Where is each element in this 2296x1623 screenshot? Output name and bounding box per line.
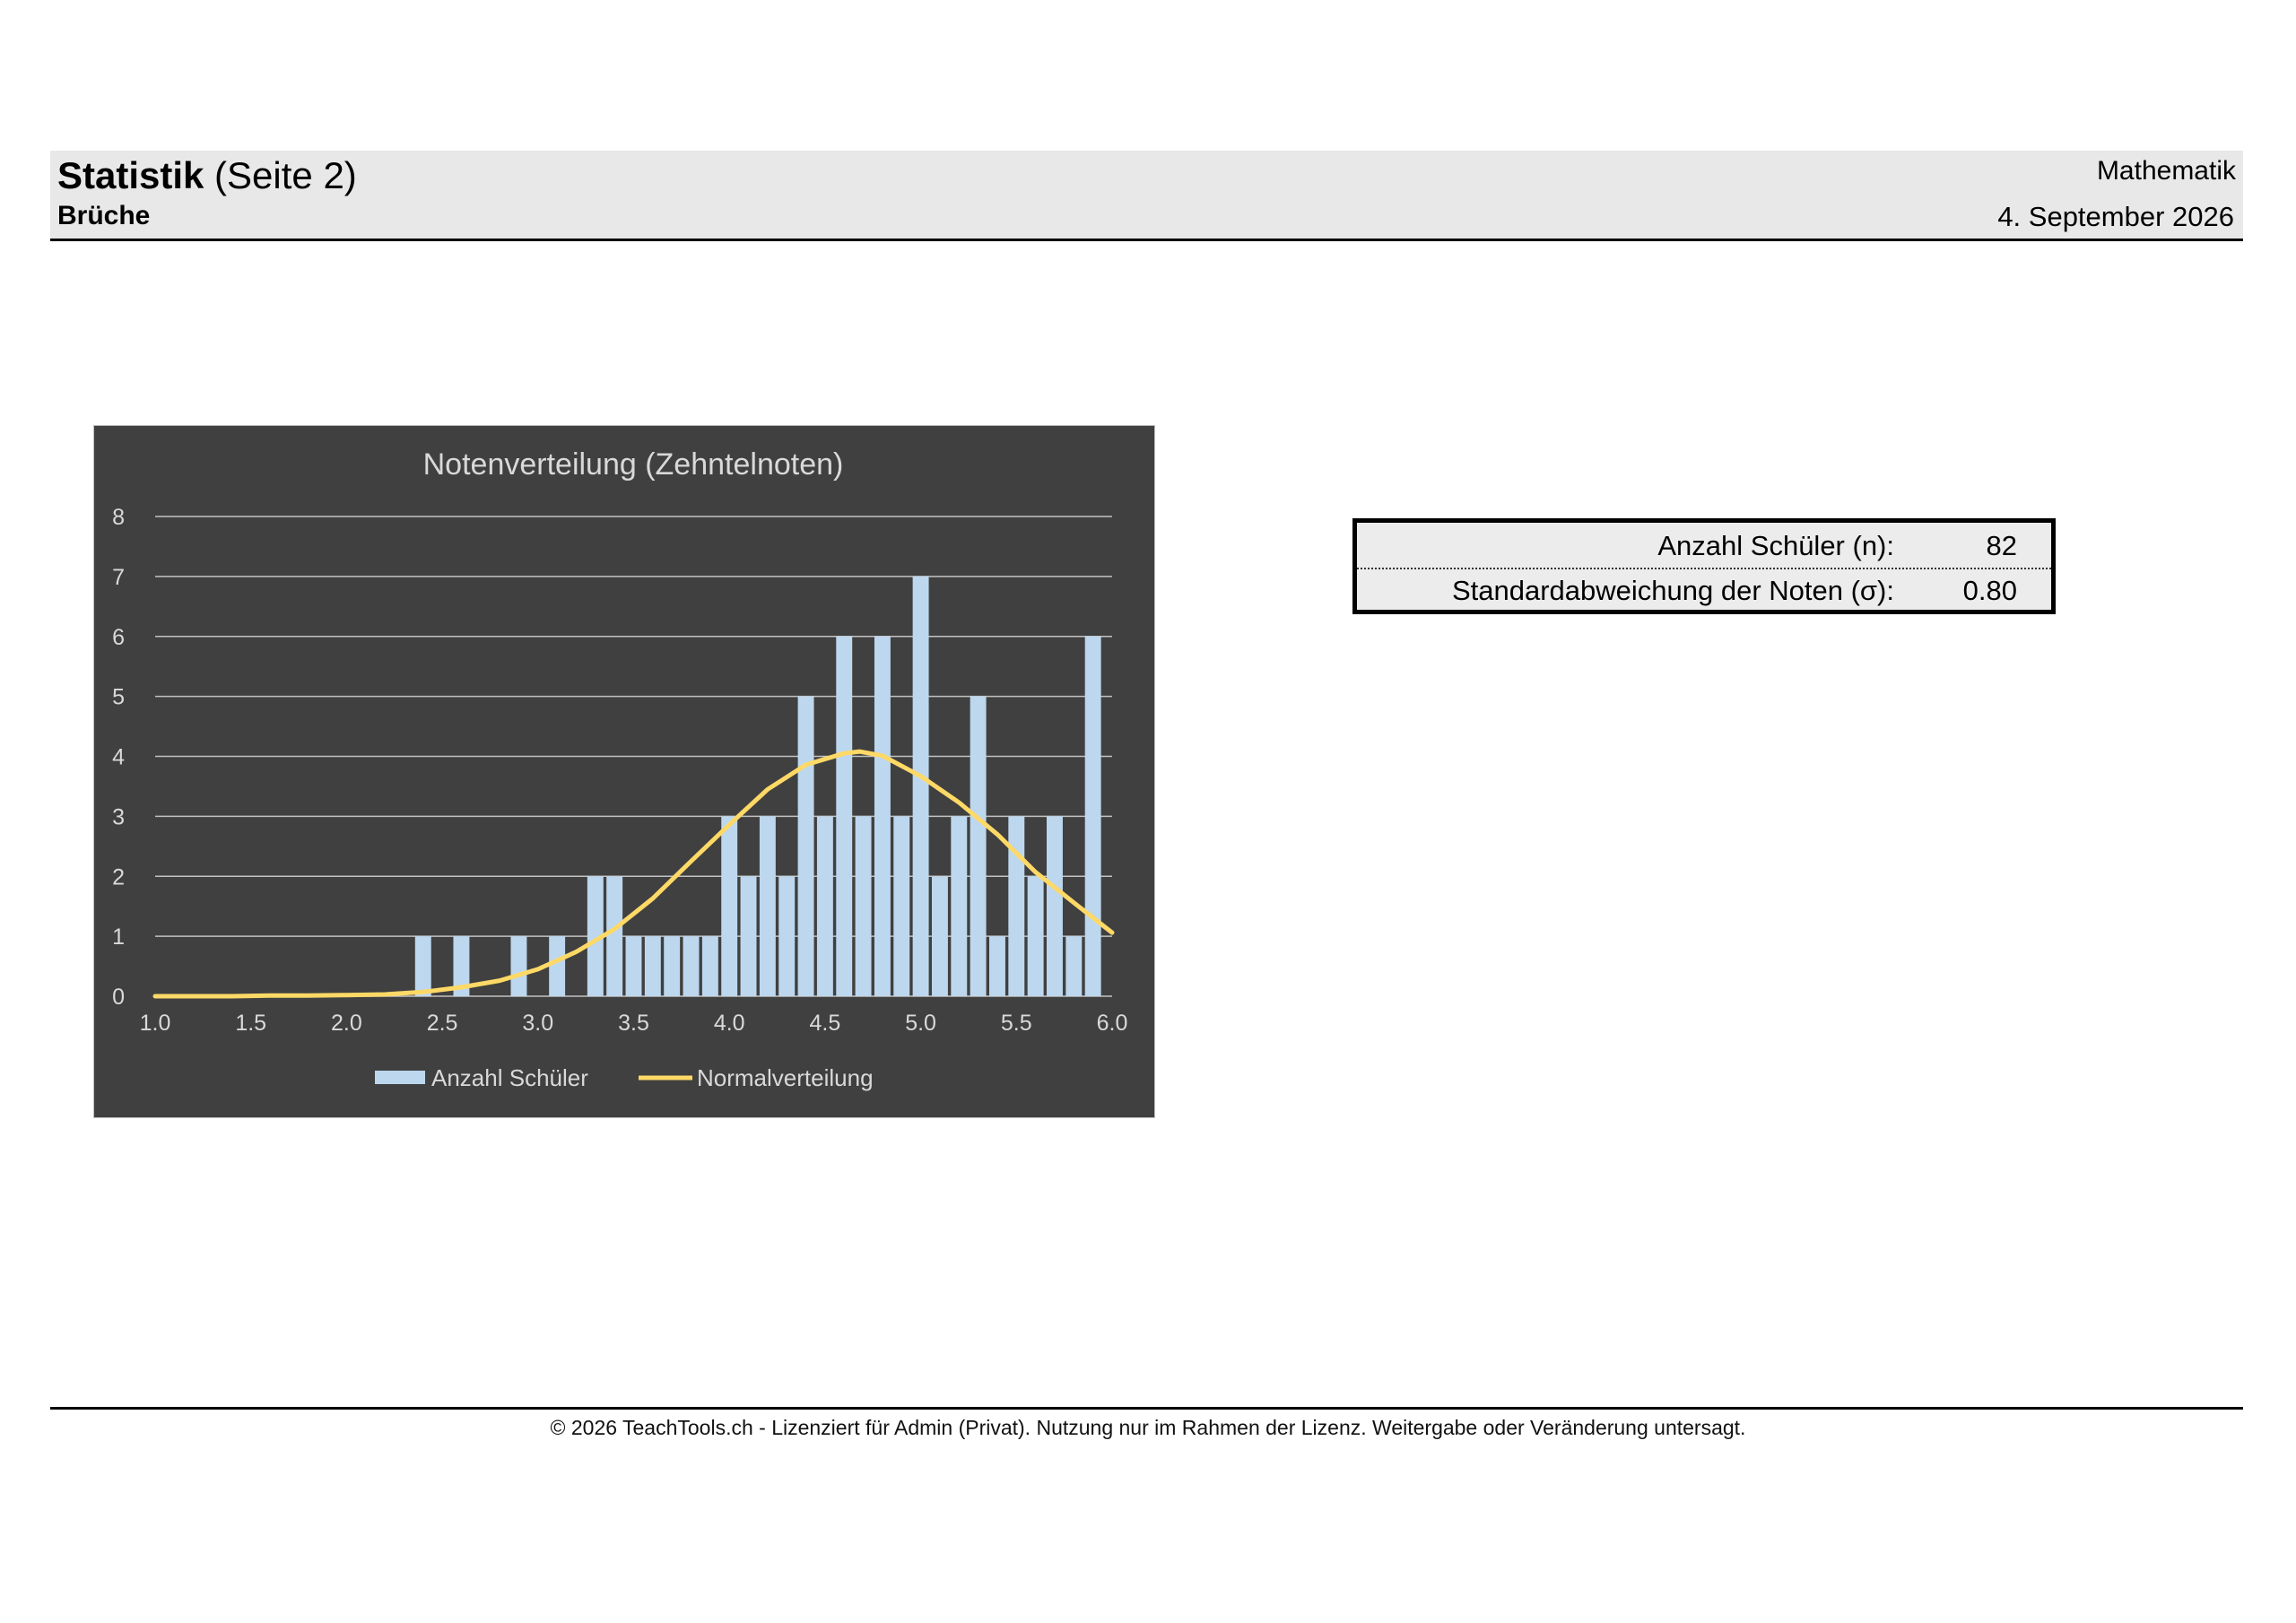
x-tick-label: 1.0 (140, 1011, 171, 1036)
histogram-bar (644, 936, 661, 996)
grade-distribution-chart: Notenverteilung (Zehntelnoten) 0 1 2 3 4 5 6 7 8 1… (93, 425, 1155, 1118)
page-subtitle: Brüche (57, 201, 151, 230)
footer-divider (50, 1407, 2243, 1410)
stats-stddev-label: Standardabweichung der Noten (σ): (1451, 575, 1894, 606)
y-tick-label: 3 (112, 804, 125, 829)
histogram-bar (701, 936, 718, 996)
histogram-bar (510, 936, 527, 996)
histogram-bar (1027, 876, 1044, 996)
stats-row-count: Anzahl Schüler (n): 82 (1357, 525, 2051, 569)
histogram-bar (951, 816, 968, 996)
stats-count-label: Anzahl Schüler (n): (1657, 530, 1894, 561)
x-tick-label: 5.5 (1001, 1011, 1032, 1036)
page-title: Statistik (Seite 2) (57, 154, 357, 197)
x-tick-label: 3.0 (522, 1011, 553, 1036)
histogram-bar (549, 936, 566, 996)
y-tick-label: 0 (112, 985, 125, 1010)
stats-stddev-value: 0.80 (1962, 575, 2017, 606)
x-tick-label: 4.0 (714, 1011, 745, 1036)
stats-row-stddev: Standardabweichung der Noten (σ): 0.80 (1357, 569, 2051, 612)
x-tick-label: 6.0 (1097, 1011, 1128, 1036)
subject-label: Mathematik (2096, 156, 2236, 186)
date-label: 4. September 2026 (1997, 201, 2234, 232)
histogram-bar (740, 876, 757, 996)
page-title-bold: Statistik (57, 154, 204, 196)
y-tick-label: 8 (112, 505, 125, 530)
histogram-bar (797, 696, 814, 996)
histogram-bar (816, 816, 833, 996)
normal-distribution-line (152, 749, 1115, 999)
histogram-bar (1047, 816, 1063, 996)
histogram-bar (587, 876, 604, 996)
histogram-bar (759, 816, 776, 996)
x-tick-label: 4.5 (810, 1011, 841, 1036)
histogram-bar (855, 816, 872, 996)
histogram-bar (874, 636, 891, 996)
stats-table: Anzahl Schüler (n): 82 Standardabweichun… (1352, 518, 2056, 614)
y-tick-label: 1 (112, 924, 125, 950)
histogram-bar (414, 936, 431, 996)
y-tick-label: 7 (112, 565, 125, 590)
x-tick-label: 5.0 (905, 1011, 936, 1036)
histogram-bar (836, 636, 853, 996)
legend-line-label: Normalverteilung (697, 1064, 874, 1091)
histogram-bar (721, 816, 738, 996)
histogram-bar (893, 816, 910, 996)
histogram-bar (1065, 936, 1083, 996)
x-tick-label: 2.5 (427, 1011, 458, 1036)
histogram-bar (606, 876, 623, 996)
x-tick-label: 3.5 (618, 1011, 649, 1036)
histogram-bar (912, 576, 929, 996)
histogram-bar (970, 696, 987, 996)
footer-copyright: © 2026 TeachTools.ch - Lizenziert für Ad… (550, 1416, 1746, 1439)
histogram-bar (988, 936, 1005, 996)
histogram-bar (683, 936, 700, 996)
histogram-bar (453, 936, 470, 996)
y-tick-label: 5 (112, 685, 125, 710)
page-title-suffix: (Seite 2) (204, 154, 357, 196)
legend-bar-swatch (375, 1071, 425, 1084)
histogram-bar (625, 936, 642, 996)
histogram-bar (931, 876, 948, 996)
y-tick-label: 4 (112, 745, 125, 770)
legend-bar-label: Anzahl Schüler (431, 1064, 588, 1091)
page-header: Statistik (Seite 2) Brüche Mathematik 4.… (50, 151, 2243, 241)
x-tick-label: 2.0 (331, 1011, 362, 1036)
histogram-bar (1008, 816, 1025, 996)
chart-title: Notenverteilung (Zehntelnoten) (423, 447, 844, 482)
histogram-bar (664, 936, 681, 996)
histogram-bar (778, 876, 796, 996)
chart-svg: Notenverteilung (Zehntelnoten) 0 1 2 3 4 5 6 7 8 1… (93, 425, 1155, 1118)
histogram-bar (1084, 636, 1101, 996)
x-tick-label: 1.5 (235, 1011, 266, 1036)
y-tick-label: 6 (112, 625, 125, 650)
stats-count-value: 82 (1986, 530, 2017, 561)
y-tick-label: 2 (112, 864, 125, 890)
